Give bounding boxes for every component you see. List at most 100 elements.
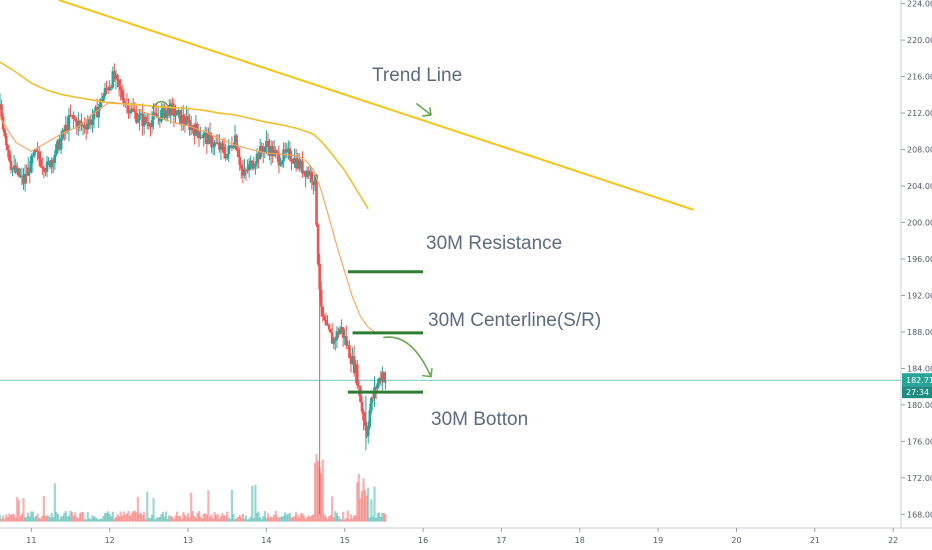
volume-bar <box>246 519 249 522</box>
arrows <box>151 100 433 378</box>
volume-bar <box>310 515 313 522</box>
candle-body <box>180 114 184 124</box>
volume-bar <box>143 511 146 522</box>
volume-bar <box>304 519 307 522</box>
candle-body <box>203 132 207 134</box>
x-tick-label: 17 <box>496 536 506 545</box>
candle-body <box>69 115 72 117</box>
candle-body <box>174 115 177 117</box>
volume-bar <box>33 517 36 522</box>
volume-bar <box>146 491 149 522</box>
candle-body <box>14 165 17 173</box>
candle-body <box>25 174 28 176</box>
candle-body <box>362 411 365 421</box>
x-tick-label: 16 <box>418 536 428 545</box>
candle-body <box>244 169 248 171</box>
volume-bar <box>72 515 75 522</box>
countdown-badge <box>902 386 932 399</box>
volume-bar <box>67 515 71 522</box>
volume-bar <box>208 516 212 522</box>
candle-body <box>216 142 220 144</box>
candle-body <box>283 149 287 153</box>
volume-bar <box>285 514 288 522</box>
candle-body <box>188 120 191 131</box>
candle-body <box>238 156 242 166</box>
volume-bar <box>75 517 78 522</box>
volume-bar <box>97 519 100 522</box>
candle-body <box>324 320 328 325</box>
candle-body <box>327 324 331 330</box>
volume-bar <box>78 513 82 522</box>
candle-body <box>44 171 47 173</box>
candle-body <box>374 387 378 389</box>
volume-bar <box>36 513 39 522</box>
volume-bar <box>44 515 47 522</box>
volume-bar <box>47 515 50 522</box>
volume-bar <box>273 514 276 522</box>
volume-bar <box>182 511 185 522</box>
volume-bar <box>329 514 332 522</box>
candle-body <box>64 124 68 133</box>
volume-bar <box>346 510 349 522</box>
volume-bar <box>221 512 224 522</box>
candle-body <box>139 113 143 115</box>
y-tick-label: 220.00 <box>907 36 932 45</box>
candle-body <box>227 145 231 155</box>
volume-bar <box>302 515 306 522</box>
candle-body <box>77 120 80 128</box>
candle-body <box>19 175 22 177</box>
volume-bar <box>27 512 30 522</box>
candle-body <box>67 115 71 131</box>
candle-body <box>122 98 126 105</box>
volume-bar <box>291 517 295 522</box>
candle-body <box>293 157 296 164</box>
candle-body <box>31 155 35 157</box>
volume-bar <box>227 517 230 522</box>
arrow-trend <box>416 103 432 116</box>
volume-bar <box>136 496 139 522</box>
volume-bar <box>135 512 138 522</box>
candle-body <box>230 145 234 148</box>
volume-bar <box>50 512 53 522</box>
plot-area[interactable] <box>0 0 901 522</box>
candle-body <box>214 142 218 144</box>
candle-body <box>381 372 384 382</box>
candle-body <box>92 111 96 120</box>
volume-bar <box>280 516 284 522</box>
candle-body <box>291 161 295 164</box>
candle-body <box>6 144 10 151</box>
volume-bar <box>92 516 96 522</box>
candle-body <box>319 289 323 307</box>
volume-bar <box>362 478 365 522</box>
trend-line-label: Trend Line <box>372 65 462 86</box>
volume-bar <box>160 514 163 522</box>
volume-bar <box>364 490 367 522</box>
volume-bar <box>117 516 121 522</box>
volume-bar <box>268 517 271 522</box>
candle-body <box>255 153 259 164</box>
candle-body <box>371 397 375 399</box>
candle-body <box>197 131 201 138</box>
volume-bar <box>96 518 99 522</box>
volume-bar <box>337 516 340 522</box>
candle-body <box>158 117 162 122</box>
y-tick-label: 176.00 <box>907 437 932 446</box>
volume-bar <box>266 513 270 522</box>
volume-bar <box>262 516 265 522</box>
candle-body <box>15 168 19 173</box>
candle-body <box>200 137 204 139</box>
candle-body <box>135 112 138 123</box>
candle-body <box>41 166 44 168</box>
volume-bar <box>216 514 219 522</box>
candle-body <box>17 168 21 177</box>
volume-bar <box>49 517 52 522</box>
candle-body <box>116 74 119 80</box>
y-tick-label: 204.00 <box>907 182 932 191</box>
x-tick-label: 20 <box>731 536 741 545</box>
candle-body <box>221 143 224 147</box>
candle-body <box>81 125 85 127</box>
candle-body <box>127 103 130 113</box>
volume-bar <box>14 518 17 522</box>
